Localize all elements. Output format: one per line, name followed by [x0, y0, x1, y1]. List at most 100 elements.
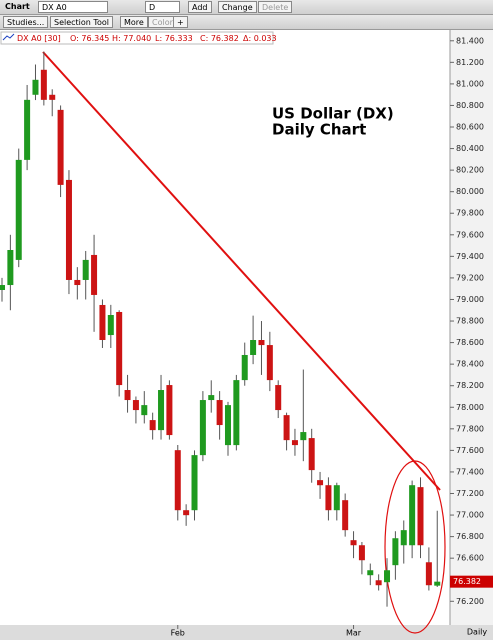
candle-body [158, 390, 165, 431]
candle-body [241, 354, 248, 381]
candle-body [350, 540, 357, 546]
candle-body [65, 179, 72, 280]
y-tick-label: 77.400 [456, 467, 484, 476]
symbol-field[interactable]: DX A0 [38, 1, 108, 13]
candle-body [291, 440, 298, 446]
change-button[interactable]: Change [218, 1, 257, 13]
candle-body [417, 487, 424, 546]
candle-body [358, 545, 365, 561]
candle-body [24, 99, 31, 160]
highlight-ellipse [384, 460, 446, 634]
candle-body [425, 562, 432, 586]
toolbar: Studies... Selection Tool More Color + [0, 15, 493, 30]
selection-tool-button[interactable]: Selection Tool [50, 16, 113, 28]
candle-body [367, 570, 374, 576]
chart-title: US Dollar (DX) [272, 105, 394, 123]
delete-button[interactable]: Delete [258, 1, 293, 13]
candle-body [384, 570, 391, 583]
candle-body [149, 420, 156, 431]
legend-item: O: 76.345 [70, 34, 109, 43]
y-tick-label: 80.400 [456, 144, 484, 153]
candle-body [308, 438, 315, 471]
candle-body [82, 259, 89, 280]
candle-body [7, 249, 14, 286]
y-tick-label: 79.600 [456, 230, 484, 239]
studies-button[interactable]: Studies... [3, 16, 49, 28]
candle-body [57, 109, 64, 185]
candle-body [132, 400, 139, 411]
candle-body [49, 94, 56, 100]
candle-body [375, 580, 382, 586]
candle-body [183, 510, 190, 516]
candle-body [166, 385, 173, 436]
time-axis [0, 625, 493, 640]
candle-body [116, 311, 123, 386]
candle-body [434, 581, 441, 586]
toolbar: Chart DX A0 D Add Change Delete [0, 0, 493, 15]
y-tick-label: 77.800 [456, 424, 484, 433]
y-tick-label: 78.000 [456, 403, 484, 412]
candle-body [333, 485, 340, 511]
y-tick-label: 79.000 [456, 295, 484, 304]
more-button[interactable]: More [120, 16, 148, 28]
candle-body [99, 304, 106, 341]
legend-icon [2, 33, 15, 41]
y-tick-label: 78.800 [456, 317, 484, 326]
plot-area [0, 30, 450, 625]
last-price-tag [450, 575, 493, 588]
plus-button[interactable]: + [173, 16, 188, 28]
candle-body [400, 530, 407, 546]
y-tick-label: 81.200 [456, 58, 484, 67]
y-tick-label: 79.200 [456, 273, 484, 282]
price-axis [450, 30, 493, 640]
candle-body [208, 395, 215, 401]
y-tick-label: 78.400 [456, 360, 484, 369]
y-tick-label: 76.200 [456, 597, 484, 606]
period-field[interactable]: D [145, 1, 180, 13]
legend-item: L: 76.333 [155, 34, 193, 43]
legend: DX A0 [30] O: 76.345 H: 77.040 L: 76.333 C: … [0, 31, 277, 45]
candle-body [224, 405, 231, 446]
x-tick-label: Feb [171, 629, 185, 638]
candle-body [107, 314, 114, 336]
candle-body [32, 79, 39, 95]
candle-body [266, 345, 273, 381]
candle-body [15, 159, 22, 260]
candle-body [174, 450, 181, 511]
y-tick-label: 76.600 [456, 554, 484, 563]
last-price-label: 76.382 [453, 577, 481, 586]
y-tick-label: 77.200 [456, 489, 484, 498]
chart-subtitle: Daily Chart [272, 121, 366, 139]
candle-body [74, 279, 81, 286]
y-tick-label: 77.600 [456, 446, 484, 455]
candle-body [258, 340, 265, 346]
add-button[interactable]: Add [188, 1, 212, 13]
y-tick-label: 80.200 [456, 166, 484, 175]
candle-body [199, 400, 206, 456]
y-tick-label: 81.000 [456, 79, 484, 88]
candle-body [409, 485, 416, 546]
candle-body [300, 432, 307, 441]
y-tick-label: 79.400 [456, 252, 484, 261]
x-tick-label: Mar [346, 629, 362, 638]
candle-body [216, 400, 223, 426]
legend-item: H: 77.040 [112, 34, 151, 43]
y-tick-label: 78.600 [456, 338, 484, 347]
candle-body [191, 455, 198, 511]
candle-body [317, 480, 324, 486]
candle-body [141, 405, 148, 416]
candle-body [91, 254, 98, 295]
y-tick-label: 80.000 [456, 187, 484, 196]
legend-item: Δ: 0.033 [243, 34, 277, 43]
y-tick-label: 81.400 [456, 36, 484, 45]
y-tick-label: 76.800 [456, 532, 484, 541]
candle-body [342, 500, 349, 531]
candle-body [275, 385, 282, 411]
candle-body [233, 380, 240, 446]
window-title: Chart [5, 2, 30, 11]
candle-body [40, 69, 47, 100]
y-tick-label: 80.600 [456, 123, 484, 132]
legend-item: C: 76.382 [200, 34, 239, 43]
y-tick-label: 78.200 [456, 381, 484, 390]
